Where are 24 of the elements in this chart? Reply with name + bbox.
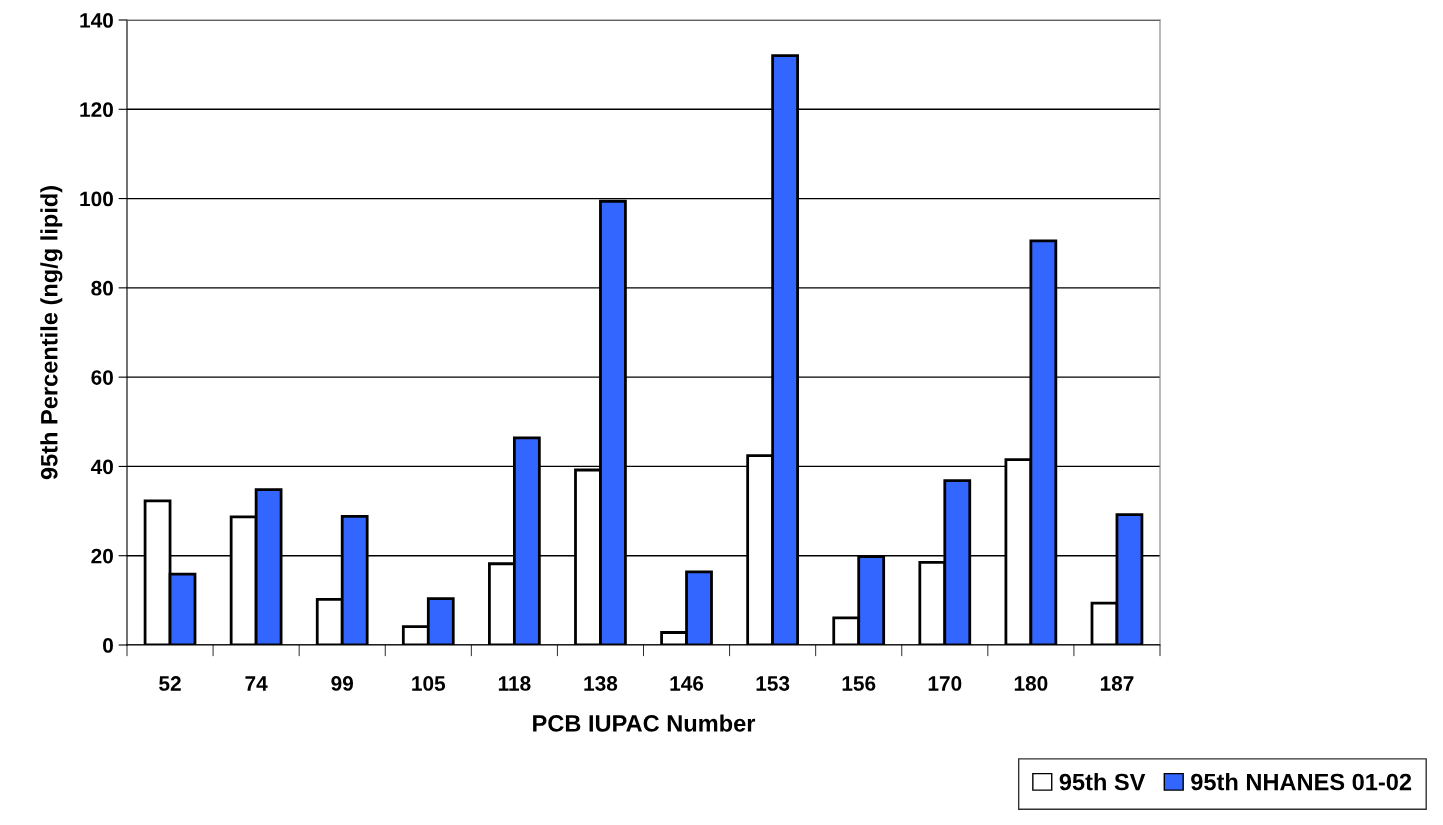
x-tick-label: 180 [1014, 676, 1048, 691]
y-axis-title: 95th Percentile (ng/g lipid) [40, 186, 63, 480]
legend-label: 95th NHANES 01-02 [1191, 773, 1412, 791]
y-tick-label: 60 [91, 370, 113, 385]
y-tick-label: 20 [91, 548, 113, 564]
x-tick-label: 187 [1100, 676, 1134, 691]
y-tick-label: 80 [91, 280, 113, 296]
x-tick-label: 170 [928, 676, 962, 691]
x-axis-title: PCB IUPAC Number [533, 714, 756, 732]
x-tick-label: 138 [584, 676, 618, 691]
y-tick-label: 140 [80, 13, 113, 28]
x-tick-label: 105 [412, 676, 446, 691]
x-tick-label: 156 [842, 676, 876, 691]
x-tick-label: 146 [670, 676, 704, 691]
legend-label: 95th SV [1059, 773, 1146, 791]
y-tick-label: 40 [90, 459, 113, 475]
x-tick-label: 99 [331, 676, 354, 691]
x-tick-label: 118 [498, 676, 531, 691]
y-tick-label: 100 [80, 191, 113, 207]
y-tick-label: 0 [103, 638, 113, 653]
x-tick-label: 74 [245, 676, 268, 691]
x-tick-label: 153 [756, 676, 790, 691]
x-tick-label: 52 [159, 676, 181, 691]
y-tick-label: 120 [80, 102, 113, 118]
